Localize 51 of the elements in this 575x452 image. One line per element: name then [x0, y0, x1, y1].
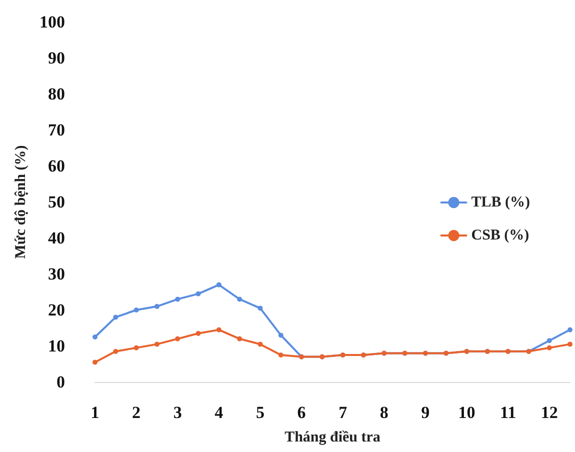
- point: [196, 330, 201, 336]
- legend-label: CSB (%): [471, 228, 530, 244]
- point: [113, 314, 118, 320]
- point: [175, 296, 180, 302]
- x-tick-label: 10: [458, 403, 476, 422]
- y-tick-label: 100: [40, 12, 65, 32]
- point: [278, 332, 284, 338]
- y-tick-label: 80: [48, 84, 65, 104]
- point: [113, 348, 118, 354]
- point: [237, 296, 242, 302]
- x-tick-label: 9: [421, 403, 430, 422]
- x-tick-label: 12: [540, 403, 558, 422]
- point: [216, 327, 222, 332]
- y-tick-label: 30: [48, 264, 65, 284]
- x-tick-label: 4: [214, 403, 224, 422]
- x-tick-label: 5: [256, 403, 264, 422]
- point: [258, 342, 263, 347]
- y-tick-label: 0: [56, 372, 65, 392]
- point: [258, 306, 263, 311]
- point: [175, 336, 180, 342]
- x-tick-label: 8: [380, 403, 388, 422]
- x-tick-label: 11: [500, 403, 516, 422]
- point: [546, 338, 552, 344]
- point: [134, 308, 139, 312]
- y-tick-label: 50: [48, 192, 65, 212]
- y-tick-label: 20: [48, 300, 65, 320]
- x-tick-label: 6: [297, 403, 306, 422]
- point: [92, 334, 98, 340]
- x-tick-label: 2: [132, 403, 141, 422]
- y-tick-label: 90: [48, 48, 65, 68]
- point: [568, 342, 572, 347]
- point: [92, 360, 98, 365]
- point: [546, 345, 552, 350]
- y-tick-label: 10: [48, 336, 65, 356]
- x-tick-label: 7: [338, 403, 348, 422]
- point: [154, 342, 160, 347]
- point: [134, 345, 139, 350]
- point: [216, 282, 222, 288]
- point: [154, 304, 160, 309]
- x-tick-label: 3: [173, 403, 182, 422]
- y-tick-label: 40: [48, 228, 65, 248]
- y-axis-title: Mức độ bệnh (%): [13, 145, 30, 259]
- legend-label: TLB (%): [471, 194, 530, 210]
- point: [278, 352, 284, 358]
- x-tick-label: 1: [90, 403, 100, 422]
- y-tick-label: 60: [48, 156, 65, 176]
- point: [196, 291, 201, 296]
- point: [237, 336, 242, 342]
- x-axis-title: Tháng điều tra: [284, 430, 381, 446]
- point: [568, 327, 572, 332]
- y-tick-label: 70: [48, 120, 65, 140]
